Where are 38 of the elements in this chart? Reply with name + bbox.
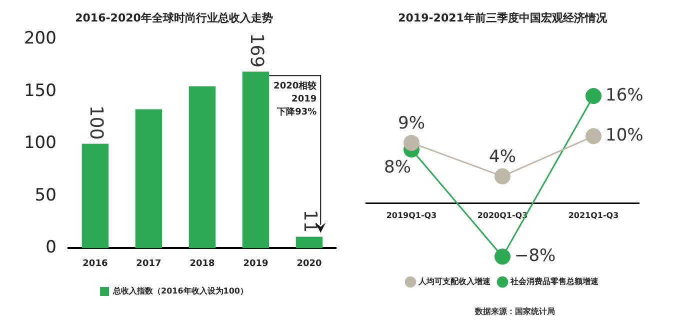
x-tick-label: 2018: [190, 258, 215, 269]
point: [586, 88, 602, 104]
x-tick-label: 2019: [243, 258, 268, 269]
data-label: 11: [300, 210, 321, 233]
legend-label: 人均可支配收入增速: [418, 277, 492, 286]
x-tick-label: 2021Q1-Q3: [568, 210, 619, 220]
y-tick-label: 0: [46, 238, 56, 258]
data-label: 9%: [398, 114, 425, 134]
annotation: 2020相较 2019 下降93%: [274, 80, 318, 118]
chart-title: 2016-2020年全球时尚行业总收入走势: [75, 11, 273, 24]
legend-label: 社会消费品零售总额增速: [510, 277, 600, 286]
x-tick-label: 2020: [296, 258, 322, 269]
source-note: 数据来源：国家统计局: [474, 306, 556, 317]
bar: [82, 144, 109, 248]
data-label: 169: [246, 33, 268, 68]
y-tick-label: 50: [34, 185, 56, 206]
bar: [296, 236, 323, 248]
data-label: 8%: [384, 157, 411, 178]
chart-title: 2019-2021年前三季度中国宏观经济情况: [398, 11, 608, 24]
y-tick-label: 200: [24, 28, 56, 49]
point: [494, 168, 510, 184]
data-label: 4%: [489, 147, 516, 168]
data-label: −8%: [514, 246, 556, 266]
point: [586, 128, 602, 144]
point: [494, 248, 510, 265]
x-tick-label: 2017: [136, 258, 162, 269]
y-tick-label: 100: [24, 133, 56, 154]
data-label: 16%: [606, 85, 644, 106]
bar: [242, 72, 270, 248]
legend-label: 总收入指数（2016年收入设为100）: [112, 286, 248, 296]
y-tick-label: 150: [24, 80, 56, 101]
data-label: 100: [86, 105, 107, 140]
bar: [188, 86, 216, 248]
data-label: 10%: [606, 126, 644, 146]
x-tick-label: 2019Q1-Q3: [386, 210, 437, 220]
bar: [135, 109, 162, 248]
point: [404, 134, 420, 151]
x-tick-label: 2016: [82, 258, 108, 269]
